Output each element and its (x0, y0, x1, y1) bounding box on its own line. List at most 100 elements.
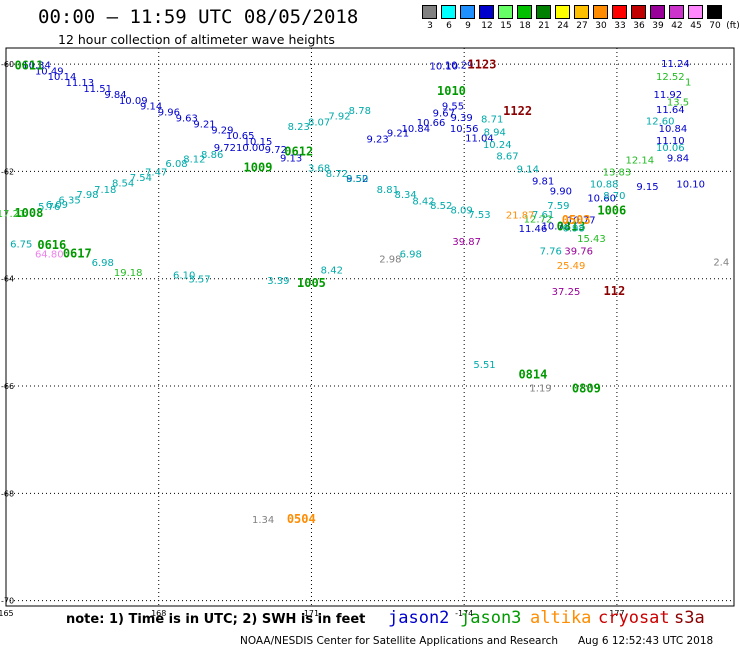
data-point-jason3: 6.10 (173, 271, 195, 282)
data-point-jason2: 10.66 (417, 118, 446, 129)
data-point-jason3: 5.51 (473, 360, 495, 371)
color-scale-label: 3 (427, 21, 433, 31)
color-scale-swatch (593, 5, 608, 19)
data-point-jason3: 6.09 (46, 200, 68, 211)
data-point-jason2: 9.84 (667, 154, 689, 165)
color-scale-swatch (669, 5, 684, 19)
color-scale-label: 6 (446, 21, 452, 31)
y-tick-label: -60 (1, 60, 14, 69)
data-point-jason3: 8.52 (430, 201, 452, 212)
data-point-jason3: 7.53 (468, 210, 490, 221)
data-point-cryosat: 39.76 (564, 247, 593, 258)
data-point-jason3: 8.07 (308, 117, 330, 128)
data-point-jason3: 8.42 (412, 197, 434, 208)
data-point-jason2: 9.29 (211, 125, 233, 136)
data-point-jason2: 11.24 (661, 59, 690, 70)
data-point-altika: 21.87 (506, 211, 535, 222)
color-scale-unit: (ft) (726, 21, 740, 31)
data-point-other: 1.34 (252, 515, 274, 526)
data-point-jason3: 8.42 (321, 265, 343, 276)
data-point-cryosat: 37.25 (552, 287, 581, 298)
generated-timestamp: Aug 6 12:52:43 UTC 2018 (578, 635, 714, 647)
data-point-jason2: 10.14 (48, 72, 77, 83)
data-point-jason2: 10.84 (401, 124, 430, 135)
data-point-jason3: 6.98 (400, 249, 422, 260)
color-scale-swatch (631, 5, 646, 19)
data-point-s3a: 1123 (468, 57, 497, 71)
x-tick-label: 171 (304, 609, 319, 618)
data-point-jason2: 9.63 (176, 114, 198, 125)
data-point-jason2: 9.67 (433, 109, 455, 120)
data-point-jason3-label: 1006 (597, 203, 626, 217)
color-scale-label: 30 (595, 21, 607, 31)
data-point-jason3-high: 12.14 (625, 155, 654, 166)
data-point-s3a: 112 (604, 284, 626, 298)
footer-credit: NOAA/NESDIS Center for Satellite Applica… (240, 635, 558, 647)
color-scale-swatch (441, 5, 456, 19)
color-scale-swatch (460, 5, 475, 19)
data-point-jason3-high: 17.21 (0, 209, 25, 220)
data-point-jason2: 9.55 (442, 102, 464, 113)
data-point-jason3-label: 1009 (244, 160, 273, 174)
color-scale-swatch (536, 5, 551, 19)
data-point-jason2: 10.65 (226, 131, 255, 142)
color-scale-swatch (707, 5, 722, 19)
data-point-jason2: 9.96 (158, 108, 180, 119)
y-tick-label: -62 (1, 167, 14, 176)
data-point-jason3-high: 19.18 (114, 268, 143, 279)
y-tick-label: -64 (1, 275, 14, 284)
data-point-jason3: 10.06 (656, 143, 685, 154)
data-point-jason3-high: 15.43 (577, 234, 606, 245)
data-point-jason3-label: 0617 (63, 246, 92, 260)
data-point-jason3: 6.75 (10, 240, 32, 251)
data-point-jason2: 11.92 (653, 90, 682, 101)
data-point-other: 2.4 (713, 257, 729, 268)
satellite-legend-altika: altika (530, 608, 592, 628)
data-point-jason2: 10.10 (429, 61, 458, 72)
data-point-jason2: 10.00 (236, 143, 265, 154)
data-point-altika: 0503 (562, 213, 591, 227)
plot-frame (5, 47, 735, 607)
color-scale-label: 21 (538, 21, 550, 31)
data-point-jason3: 8.71 (481, 115, 503, 126)
data-point-jason2: 9.39 (451, 113, 473, 124)
data-point-jason3: 7.61 (532, 210, 554, 221)
data-point-jason2: 9.81 (532, 176, 554, 187)
data-point-jason3: 6.35 (59, 196, 81, 207)
data-point-jason3-label: 0813 (557, 219, 586, 233)
data-point-jason2: 10.29 (445, 60, 474, 71)
data-point-cryosat: 39.87 (452, 237, 481, 248)
data-point-jason3-label: 0611 (14, 58, 43, 72)
color-scale-swatch (650, 5, 665, 19)
color-scale-label: 70 (709, 21, 721, 31)
color-scale-label: 18 (519, 21, 531, 31)
data-point-jason3: 3.57 (188, 274, 210, 285)
data-point-jason3: 5.76 (38, 202, 60, 213)
data-point-other: 2.98 (379, 255, 401, 266)
satellite-legend-jason2: jason2 (388, 608, 450, 628)
y-tick-label: -70 (1, 597, 14, 606)
x-tick-label: 177 (609, 609, 624, 618)
data-point-jason3: 7.54 (130, 173, 152, 184)
data-point-jason3: 8.50 (346, 174, 368, 185)
color-scale-label: 36 (633, 21, 645, 31)
data-point-jason3-label: 0814 (518, 368, 547, 382)
color-scale-swatch (517, 5, 532, 19)
data-point-jason2: 9.15 (636, 182, 658, 193)
y-tick-label: -68 (1, 489, 14, 498)
data-point-jason3: 8.67 (496, 152, 518, 163)
data-point-jason3: 8.94 (484, 127, 506, 138)
data-point-jason2: 9.23 (367, 134, 389, 145)
data-point-jason3: 10.24 (483, 140, 512, 151)
data-point-jason3: 8.72 (326, 169, 348, 180)
chart-subtitle: 12 hour collection of altimeter wave hei… (58, 32, 335, 47)
data-point-jason3: 8.34 (395, 190, 417, 201)
data-point-jason3-high: 12.52 (656, 72, 685, 83)
x-tick-label: -174 (455, 609, 473, 618)
data-point-jason3: 8.23 (288, 122, 310, 133)
data-point-jason3-high: 13.5 (667, 97, 689, 108)
color-scale-swatch (422, 5, 437, 19)
x-tick-label: 168 (151, 609, 166, 618)
data-point-jason3-label: 1010 (437, 84, 466, 98)
data-point-jason3: 7.47 (145, 168, 167, 179)
